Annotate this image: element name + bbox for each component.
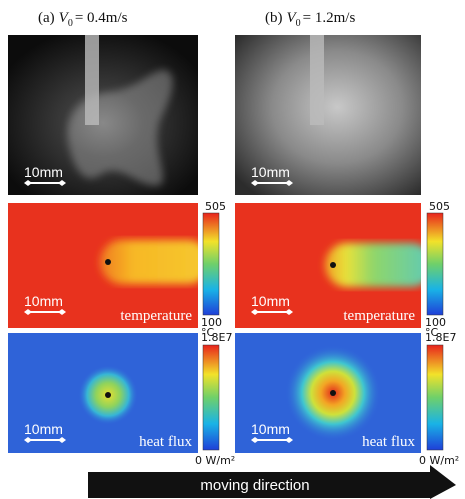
map-clip [198,200,204,330]
scale-end [58,180,66,186]
panel-header: (a) V0 = 0.4m/s [38,10,128,29]
panel-header: (b) V0 = 1.2m/s [265,10,355,29]
scale-end [24,437,32,443]
header-symbol: V [287,10,298,26]
header-speed: = 0.4m/s [75,10,128,26]
colorbar [426,344,444,451]
colorbar-min: 100 [425,316,446,329]
colorbar [426,212,444,316]
nozzle-point [105,259,111,265]
panel-column: (a) V0 = 0.4m/s 10mm 10mm temperature 505 100°C… [8,10,235,467]
arrow-label: moving direction [200,477,309,494]
scale-label: 10mm [24,164,63,180]
temperature-label: temperature [343,308,415,324]
scale-label: 10mm [251,421,290,437]
scale-end [285,309,293,315]
direction-arrow: moving direction [88,465,456,499]
scale-label: 10mm [251,293,290,309]
colorbar-max: 505 [205,200,226,213]
header-subscript: 0 [68,18,73,29]
scale-end [24,309,32,315]
nozzle-point [330,262,336,268]
scale-end [285,180,293,186]
nozzle-point [105,392,111,398]
photo [235,35,421,195]
colorbar-min: 0 W/m² [195,454,235,467]
nozzle-point [330,390,336,396]
colorbar-unit: °C [201,326,215,339]
nozzle [85,35,99,125]
scale-end [24,180,32,186]
scale-end [58,437,66,443]
scale-label: 10mm [24,293,63,309]
colorbar-max: 1.8E7 [425,331,456,344]
header-label: (b) [265,10,283,26]
colorbar-max: 1.8E7 [201,331,232,344]
hot-tail [100,240,210,284]
nozzle [310,35,324,125]
scale-end [58,309,66,315]
heat-flux-label: heat flux [362,434,415,450]
scale-end [251,309,259,315]
header-symbol: V [59,10,70,26]
panels: (a) V0 = 0.4m/s10mm10mmtemperature505100°C… [8,10,459,467]
scale-end [285,437,293,443]
colorbar-min: 100 [201,316,222,329]
heat-flux-label: heat flux [139,434,192,450]
map-clip [421,200,427,330]
header-label: (a) [38,10,55,26]
panel-column: (b) V0 = 1.2m/s 10mm 10mm temperature 505 100°C… [235,10,459,467]
scale-label: 10mm [251,164,290,180]
colorbar-max: 505 [429,200,450,213]
colorbar [202,344,220,451]
colorbar-unit: °C [425,326,439,339]
hot-tail [325,243,433,287]
temperature-label: temperature [120,308,192,324]
scale-label: 10mm [24,421,63,437]
colorbar [202,212,220,316]
scale-end [251,437,259,443]
header-speed: = 1.2m/s [303,10,356,26]
scale-end [251,180,259,186]
header-subscript: 0 [296,18,301,29]
colorbar-min: 0 W/m² [419,454,459,467]
